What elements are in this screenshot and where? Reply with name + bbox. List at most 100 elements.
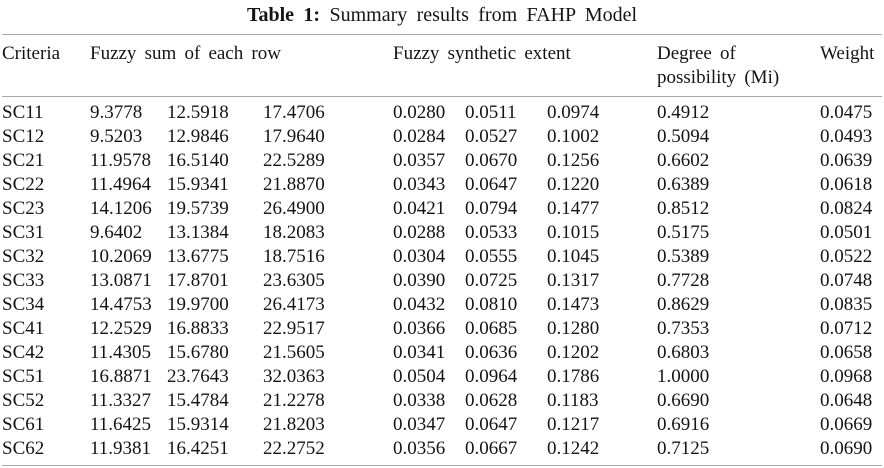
cell-fuzzy-synthetic-middle: 0.0685: [465, 318, 518, 339]
cell-fuzzy-synthetic-lower: 0.0338: [393, 390, 446, 411]
table-row: SC23 14.1206 19.5739 26.4900 0.0421 0.0794 0.1…: [2, 197, 882, 221]
cell-fuzzy-synthetic-middle: 0.0511: [465, 102, 517, 123]
cell-criteria: SC12: [2, 126, 45, 147]
table-body: SC11 9.3778 12.5918 17.4706 0.0280 0.0511 0.09…: [2, 97, 882, 466]
cell-fuzzy-sum-middle: 16.4251: [167, 438, 229, 459]
cell-fuzzy-synthetic-middle: 0.0667: [465, 438, 518, 459]
cell-fuzzy-synthetic-upper: 0.1202: [547, 342, 600, 363]
cell-weight: 0.0475: [820, 102, 873, 123]
cell-fuzzy-sum-lower: 9.6402: [90, 222, 143, 243]
cell-fuzzy-sum-upper: 26.4173: [263, 294, 325, 315]
cell-fuzzy-synthetic-lower: 0.0304: [393, 246, 446, 267]
cell-fuzzy-synthetic-middle: 0.0628: [465, 390, 518, 411]
cell-fuzzy-sum-lower: 13.0871: [90, 270, 152, 291]
cell-fuzzy-synthetic-upper: 0.1473: [547, 294, 600, 315]
cell-fuzzy-sum-upper: 32.0363: [263, 366, 325, 387]
cell-criteria: SC52: [2, 390, 45, 411]
cell-fuzzy-synthetic-upper: 0.1015: [547, 222, 600, 243]
header-row: Criteria Fuzzy sum of each row Fuzzy syn…: [2, 34, 882, 97]
cell-degree-of-possibility: 0.4912: [657, 102, 710, 123]
cell-criteria: SC22: [2, 174, 45, 195]
cell-fuzzy-synthetic-middle: 0.0670: [465, 150, 518, 171]
cell-fuzzy-sum-lower: 16.8871: [90, 366, 152, 387]
cell-fuzzy-synthetic-lower: 0.0356: [393, 438, 446, 459]
cell-weight: 0.0522: [820, 246, 873, 267]
cell-fuzzy-synthetic-upper: 0.1786: [547, 366, 600, 387]
cell-weight: 0.0690: [820, 438, 873, 459]
cell-fuzzy-synthetic-middle: 0.0725: [465, 270, 518, 291]
cell-fuzzy-synthetic-middle: 0.0794: [465, 198, 518, 219]
cell-fuzzy-sum-upper: 26.4900: [263, 198, 325, 219]
fahp-results-table: Criteria Fuzzy sum of each row Fuzzy syn…: [2, 34, 882, 466]
cell-fuzzy-sum-middle: 19.5739: [167, 198, 229, 219]
table-row: SC34 14.4753 19.9700 26.4173 0.0432 0.0810 0.1…: [2, 293, 882, 317]
cell-degree-of-possibility: 0.6389: [657, 174, 710, 195]
cell-fuzzy-synthetic-upper: 0.1220: [547, 174, 600, 195]
cell-criteria: SC11: [2, 102, 44, 123]
cell-weight: 0.0639: [820, 150, 873, 171]
cell-degree-of-possibility: 0.7353: [657, 318, 710, 339]
cell-fuzzy-synthetic-upper: 0.1256: [547, 150, 600, 171]
cell-fuzzy-sum-lower: 11.6425: [90, 414, 152, 435]
cell-fuzzy-synthetic-middle: 0.0636: [465, 342, 518, 363]
table-caption-label: Table 1:: [246, 4, 321, 26]
cell-fuzzy-synthetic-middle: 0.0533: [465, 222, 518, 243]
cell-fuzzy-synthetic-lower: 0.0284: [393, 126, 446, 147]
cell-weight: 0.0669: [820, 414, 873, 435]
cell-degree-of-possibility: 0.8512: [657, 198, 710, 219]
cell-fuzzy-sum-middle: 15.9341: [167, 174, 229, 195]
table-row: SC52 11.3327 15.4784 21.2278 0.0338 0.0628 0.1…: [2, 389, 882, 413]
cell-fuzzy-synthetic-lower: 0.0421: [393, 198, 446, 219]
table-row: SC41 12.2529 16.8833 22.9517 0.0366 0.0685 0.1…: [2, 317, 882, 341]
header-weight: Weight: [820, 34, 882, 97]
table-caption: Table 1: Summary results from FAHP Model: [0, 2, 884, 28]
cell-fuzzy-synthetic-middle: 0.0647: [465, 174, 518, 195]
table-row: SC32 10.2069 13.6775 18.7516 0.0304 0.0555 0.1…: [2, 245, 882, 269]
cell-fuzzy-sum-upper: 22.9517: [263, 318, 325, 339]
cell-fuzzy-synthetic-upper: 0.1045: [547, 246, 600, 267]
cell-fuzzy-sum-upper: 17.9640: [263, 126, 325, 147]
cell-fuzzy-sum-lower: 11.3327: [90, 390, 152, 411]
cell-criteria: SC31: [2, 222, 45, 243]
cell-fuzzy-sum-lower: 10.2069: [90, 246, 152, 267]
cell-fuzzy-sum-lower: 14.1206: [90, 198, 152, 219]
cell-fuzzy-sum-lower: 12.2529: [90, 318, 152, 339]
cell-fuzzy-sum-upper: 23.6305: [263, 270, 325, 291]
cell-criteria: SC23: [2, 198, 45, 219]
cell-degree-of-possibility: 0.6916: [657, 414, 710, 435]
cell-fuzzy-synthetic-upper: 0.1242: [547, 438, 600, 459]
cell-fuzzy-sum-middle: 13.6775: [167, 246, 229, 267]
cell-fuzzy-sum-lower: 11.4964: [90, 174, 152, 195]
cell-fuzzy-synthetic-upper: 0.1183: [547, 390, 599, 411]
cell-fuzzy-sum-upper: 18.7516: [263, 246, 325, 267]
cell-criteria: SC33: [2, 270, 45, 291]
cell-criteria: SC61: [2, 414, 45, 435]
cell-fuzzy-synthetic-lower: 0.0366: [393, 318, 446, 339]
header-fuzzy-sum: Fuzzy sum of each row: [90, 34, 393, 97]
cell-degree-of-possibility: 0.5175: [657, 222, 710, 243]
cell-degree-of-possibility: 0.7125: [657, 438, 710, 459]
cell-weight: 0.0501: [820, 222, 873, 243]
cell-fuzzy-sum-middle: 17.8701: [167, 270, 229, 291]
cell-degree-of-possibility: 1.0000: [657, 366, 710, 387]
cell-fuzzy-synthetic-upper: 0.1002: [547, 126, 600, 147]
cell-degree-of-possibility: 0.8629: [657, 294, 710, 315]
cell-degree-of-possibility: 0.6803: [657, 342, 710, 363]
cell-fuzzy-sum-lower: 9.5203: [90, 126, 143, 147]
table-row: SC21 11.9578 16.5140 22.5289 0.0357 0.0670 0.1…: [2, 149, 882, 173]
header-degree-of-possibility: Degree of possibility (Mi): [657, 34, 820, 97]
cell-fuzzy-sum-upper: 22.5289: [263, 150, 325, 171]
cell-degree-of-possibility: 0.6690: [657, 390, 710, 411]
table-row: SC31 9.6402 13.1384 18.2083 0.0288 0.0533 0.10…: [2, 221, 882, 245]
cell-fuzzy-sum-upper: 21.8203: [263, 414, 325, 435]
cell-fuzzy-sum-upper: 18.2083: [263, 222, 325, 243]
cell-fuzzy-sum-middle: 16.8833: [167, 318, 229, 339]
cell-fuzzy-synthetic-lower: 0.0343: [393, 174, 446, 195]
cell-weight: 0.0493: [820, 126, 873, 147]
cell-fuzzy-synthetic-middle: 0.0555: [465, 246, 518, 267]
cell-weight: 0.0748: [820, 270, 873, 291]
cell-criteria: SC42: [2, 342, 45, 363]
cell-criteria: SC32: [2, 246, 45, 267]
table-caption-text: Summary results from FAHP Model: [329, 4, 638, 26]
